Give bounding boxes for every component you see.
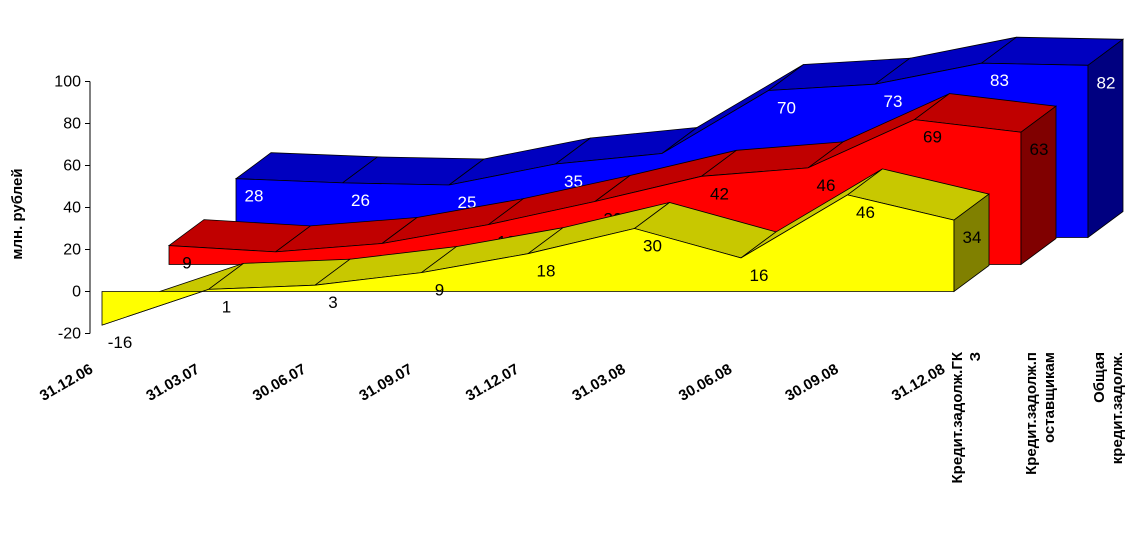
category-label: 30.06.07 (250, 361, 309, 405)
category-label: 31.03.07 (143, 361, 202, 405)
data-label: 34 (963, 228, 982, 247)
data-label: 16 (750, 266, 769, 285)
data-label: 42 (710, 184, 729, 203)
category-label: 31.09.07 (356, 361, 415, 405)
y-tick-label: 20 (63, 242, 81, 259)
category-label: 31.12.07 (463, 361, 522, 405)
series-label: Кредит.задолж.поставщикам (1023, 352, 1058, 475)
series-label-line: Общая (1091, 352, 1108, 403)
data-label: -16 (108, 333, 133, 352)
category-label: 31.12.06 (37, 361, 96, 405)
series-label-line: Кредит.задолж.п (1023, 352, 1040, 475)
data-label: 18 (537, 262, 556, 281)
series-label-line: оставщикам (1041, 352, 1058, 443)
ribbons: 2826253540707383829610193042466963-16139… (101, 36, 1125, 352)
series-ribbon-0: -16 1 3 9 18 30 16 46 34 (101, 168, 990, 352)
data-label: 83 (990, 71, 1009, 90)
y-tick-label: 40 (63, 200, 81, 217)
y-tick-label: 80 (63, 116, 81, 133)
data-label: 82 (1097, 73, 1116, 92)
series-label-line: Кредит.задолж.ГК (949, 351, 966, 483)
category-label: 30.09.08 (782, 361, 841, 405)
y-tick-label: 0 (72, 284, 81, 301)
category-label: 30.06.08 (676, 361, 735, 405)
data-label: 1 (222, 297, 231, 316)
category-label: 31.03.08 (569, 361, 628, 405)
data-label: 9 (435, 281, 444, 300)
ribbon-side-face (1087, 38, 1124, 239)
data-label: 70 (777, 99, 796, 118)
ribbon-side-face (1020, 105, 1057, 266)
data-label: 28 (245, 187, 264, 206)
y-tick-label: 60 (63, 158, 81, 175)
data-label: 9 (182, 254, 191, 273)
series-label: Кредит.задолж.ГКЗ (949, 351, 984, 483)
data-label: 35 (564, 172, 583, 191)
data-label: 30 (643, 237, 662, 256)
series-labels: Кредит.задолж.ГКЗ Кредит.задолж.поставщик… (949, 351, 1126, 483)
data-label: 25 (458, 193, 477, 212)
data-label: 63 (1030, 140, 1049, 159)
value-axis: -20 0 20 40 60 80 100 (54, 74, 91, 343)
y-tick-label: -20 (58, 326, 81, 343)
data-label: 46 (817, 176, 836, 195)
ribbon-side-face (953, 193, 990, 293)
series-label-line: кредит.задолж. (1109, 352, 1126, 464)
data-label: 73 (884, 92, 903, 111)
series-label-line: З (967, 352, 984, 361)
category-label: 31.12.08 (889, 361, 948, 405)
data-label: 26 (351, 191, 370, 210)
data-label: 3 (328, 293, 337, 312)
y-tick-label: 100 (54, 74, 81, 91)
y-axis-title: млн. рублей (9, 168, 26, 259)
series-label: Общаякредит.задолж. (1091, 352, 1126, 464)
category-labels: 31.12.06 31.03.07 30.06.07 31.09.07 31.12.07… (37, 361, 948, 405)
data-label: 69 (923, 128, 942, 147)
data-label: 46 (856, 203, 875, 222)
